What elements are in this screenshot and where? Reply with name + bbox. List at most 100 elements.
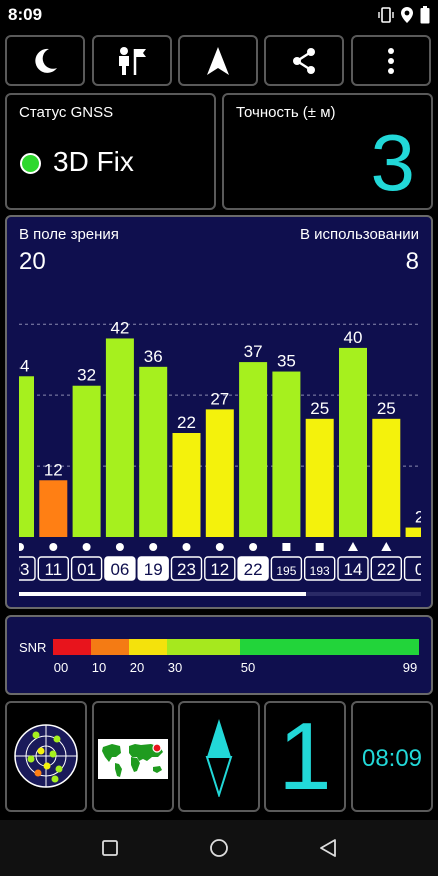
status-icons [378,6,430,24]
bar-value-label: 25 [377,399,396,418]
snr-scale-segment [167,639,240,655]
snr-label: SNR [19,640,47,655]
constellation-marker [315,543,324,551]
gnss-status-label: Статус GNSS [19,104,114,121]
constellation-marker [49,543,58,551]
more-vert-icon [388,47,394,74]
satellite-id-label: 01 [77,560,96,579]
fix-indicator [20,153,41,174]
in-view-count: 20 [19,248,46,275]
satellite-id-label: 03 [19,560,29,579]
more-options-button[interactable] [351,35,431,86]
accuracy-panel[interactable]: Точность (± м) 3 [222,93,433,210]
satellite-id-label: 0 [415,560,421,579]
snr-bar[interactable] [105,338,134,537]
sky-view-tile[interactable] [5,701,87,812]
home-circle-icon[interactable] [209,838,229,858]
bar-value-label: 32 [77,366,96,385]
navigation-button[interactable] [178,35,258,86]
navigation-arrow-icon [207,46,229,75]
man-flag-icon [119,46,146,75]
bar-value-label: 25 [310,399,329,418]
snr-scale-segment [91,639,129,655]
constellation-marker [249,543,258,551]
share-button[interactable] [264,35,344,86]
snr-bar[interactable] [339,347,367,537]
bar-value-label: 22 [177,413,196,432]
horizontal-scrollbar[interactable] [19,592,421,596]
world-map-icon [98,739,168,779]
moon-icon [35,48,57,73]
mark-location-button[interactable] [92,35,172,86]
in-view-label: В поле зрения [19,226,119,243]
snr-bar[interactable] [372,418,401,537]
accuracy-display-tile[interactable]: 1 [264,701,346,812]
status-time: 8:09 [8,5,43,24]
snr-bar-chart: 34 12 32 42 36 22 27 37 35 25 40 25 2 03 11 01 06 19 23 12… [19,318,421,581]
bar-value-label: 2 [415,508,421,527]
gnss-status-panel[interactable]: Статус GNSS 3D Fix [5,93,216,210]
snr-bar[interactable] [172,433,201,537]
satellite-id-box [19,556,36,581]
satellite-id-box [237,556,269,581]
snr-bar[interactable] [205,409,234,537]
snr-tick-label: 99 [402,660,418,675]
in-use-count: 8 [405,248,419,275]
snr-bar[interactable] [39,480,68,537]
navigation-bar [0,820,438,876]
snr-scale-segment [53,639,91,655]
night-mode-button[interactable] [5,35,85,86]
snr-bar[interactable] [139,366,168,537]
satellite-id-box [104,556,136,581]
snr-tick-label: 50 [240,660,256,675]
snr-ticks: 00 10 20 30 50 99 [53,660,419,678]
share-icon [293,47,315,74]
bar-value-label: 27 [210,389,229,408]
satellite-id-label: 12 [210,560,229,579]
snr-tick-label: 00 [53,660,69,675]
clock-value: 08:09 [361,745,423,772]
satellite-id-label: 19 [144,560,163,579]
battery-icon [420,6,430,24]
snr-bar[interactable] [19,376,34,537]
snr-bar[interactable] [305,418,334,537]
constellation-marker [215,543,224,551]
in-use-label: В использовании [300,226,419,243]
snr-bar[interactable] [239,362,268,537]
bar-value-label: 34 [19,356,29,375]
satellite-id-label: 195 [276,564,296,578]
satellite-id-box [337,556,369,581]
bar-value-label: 40 [344,328,363,347]
snr-bar[interactable] [72,385,101,537]
bar-value-label: 36 [144,347,163,366]
constellation-marker [182,543,191,551]
satellite-id-label: 23 [177,560,196,579]
snr-tick-label: 20 [129,660,145,675]
constellation-marker [348,542,358,551]
satellite-id-label: 11 [44,560,62,579]
world-map-tile[interactable] [92,701,174,812]
scrollbar-thumb[interactable] [19,592,306,596]
bar-value-label: 12 [44,460,63,479]
bar-value-label: 35 [277,352,296,371]
clock-tile[interactable]: 08:09 [351,701,433,812]
accuracy-label: Точность (± м) [236,104,336,121]
radar-sky-icon [14,724,78,788]
snr-color-scale [53,639,419,655]
satellite-id-box [403,556,421,581]
satellite-id-label: 193 [310,564,330,578]
status-bar: 8:09 [0,0,438,30]
compass-tile[interactable] [178,701,260,812]
bar-value-label: 42 [110,318,129,337]
snr-bar[interactable] [272,371,301,537]
snr-scale-segment [129,639,167,655]
recents-square-icon[interactable] [102,840,118,856]
constellation-marker [282,543,291,551]
back-triangle-icon[interactable] [319,839,337,857]
snr-bar[interactable] [405,527,421,537]
satellite-id-box [37,556,69,581]
constellation-marker [19,543,24,551]
fix-value: 3D Fix [53,146,134,177]
satellite-id-label: 22 [244,560,263,579]
satellites-panel[interactable]: В поле зрения 20 В использовании 8 34123… [5,215,433,609]
